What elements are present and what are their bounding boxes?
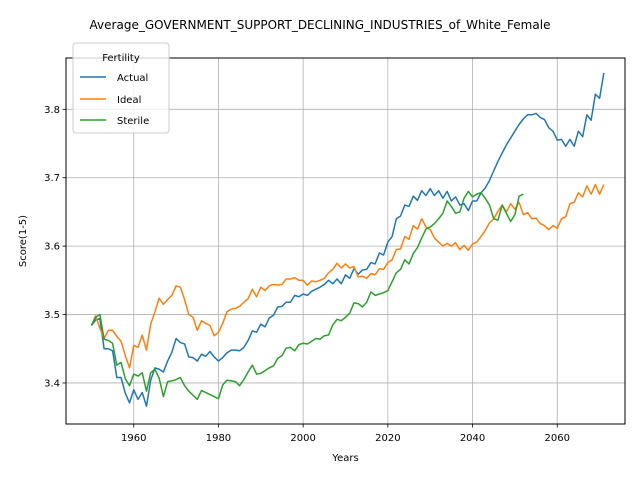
series-line-actual (90, 72, 605, 407)
y-axis-label: Score(1-5) (18, 215, 29, 267)
chart-title: Average_GOVERNMENT_SUPPORT_DECLINING_IND… (90, 18, 551, 32)
x-axis-label: Years (331, 453, 358, 464)
y-tick-label: 3.8 (44, 105, 60, 116)
legend-label-sterile: Sterile (117, 116, 149, 127)
x-tick-label: 1980 (206, 433, 231, 444)
x-tick-label: 2000 (290, 433, 315, 444)
grid (66, 58, 625, 424)
legend-box (72, 42, 170, 134)
y-tick-label: 3.7 (44, 173, 60, 184)
plot-frame (65, 57, 626, 425)
series-line-ideal (90, 183, 605, 369)
legend: Fertility Actual Ideal Sterile (72, 42, 170, 134)
series-lines (90, 72, 605, 407)
axes: 1960 1980 2000 2020 2040 2060 3.4 3.5 3.6 3.7 3.8 (44, 105, 570, 444)
x-tick-label: 2060 (545, 433, 570, 444)
y-tick-label: 3.4 (44, 378, 60, 389)
y-tick-label: 3.6 (44, 242, 60, 253)
legend-label-actual: Actual (117, 73, 148, 84)
legend-label-ideal: Ideal (117, 95, 141, 106)
x-tick-label: 2040 (460, 433, 485, 444)
legend-title: Fertility (102, 53, 140, 64)
x-tick-label: 1960 (121, 433, 146, 444)
series-line-sterile (90, 190, 524, 401)
y-tick-label: 3.5 (44, 310, 60, 321)
x-tick-label: 2020 (375, 433, 400, 444)
